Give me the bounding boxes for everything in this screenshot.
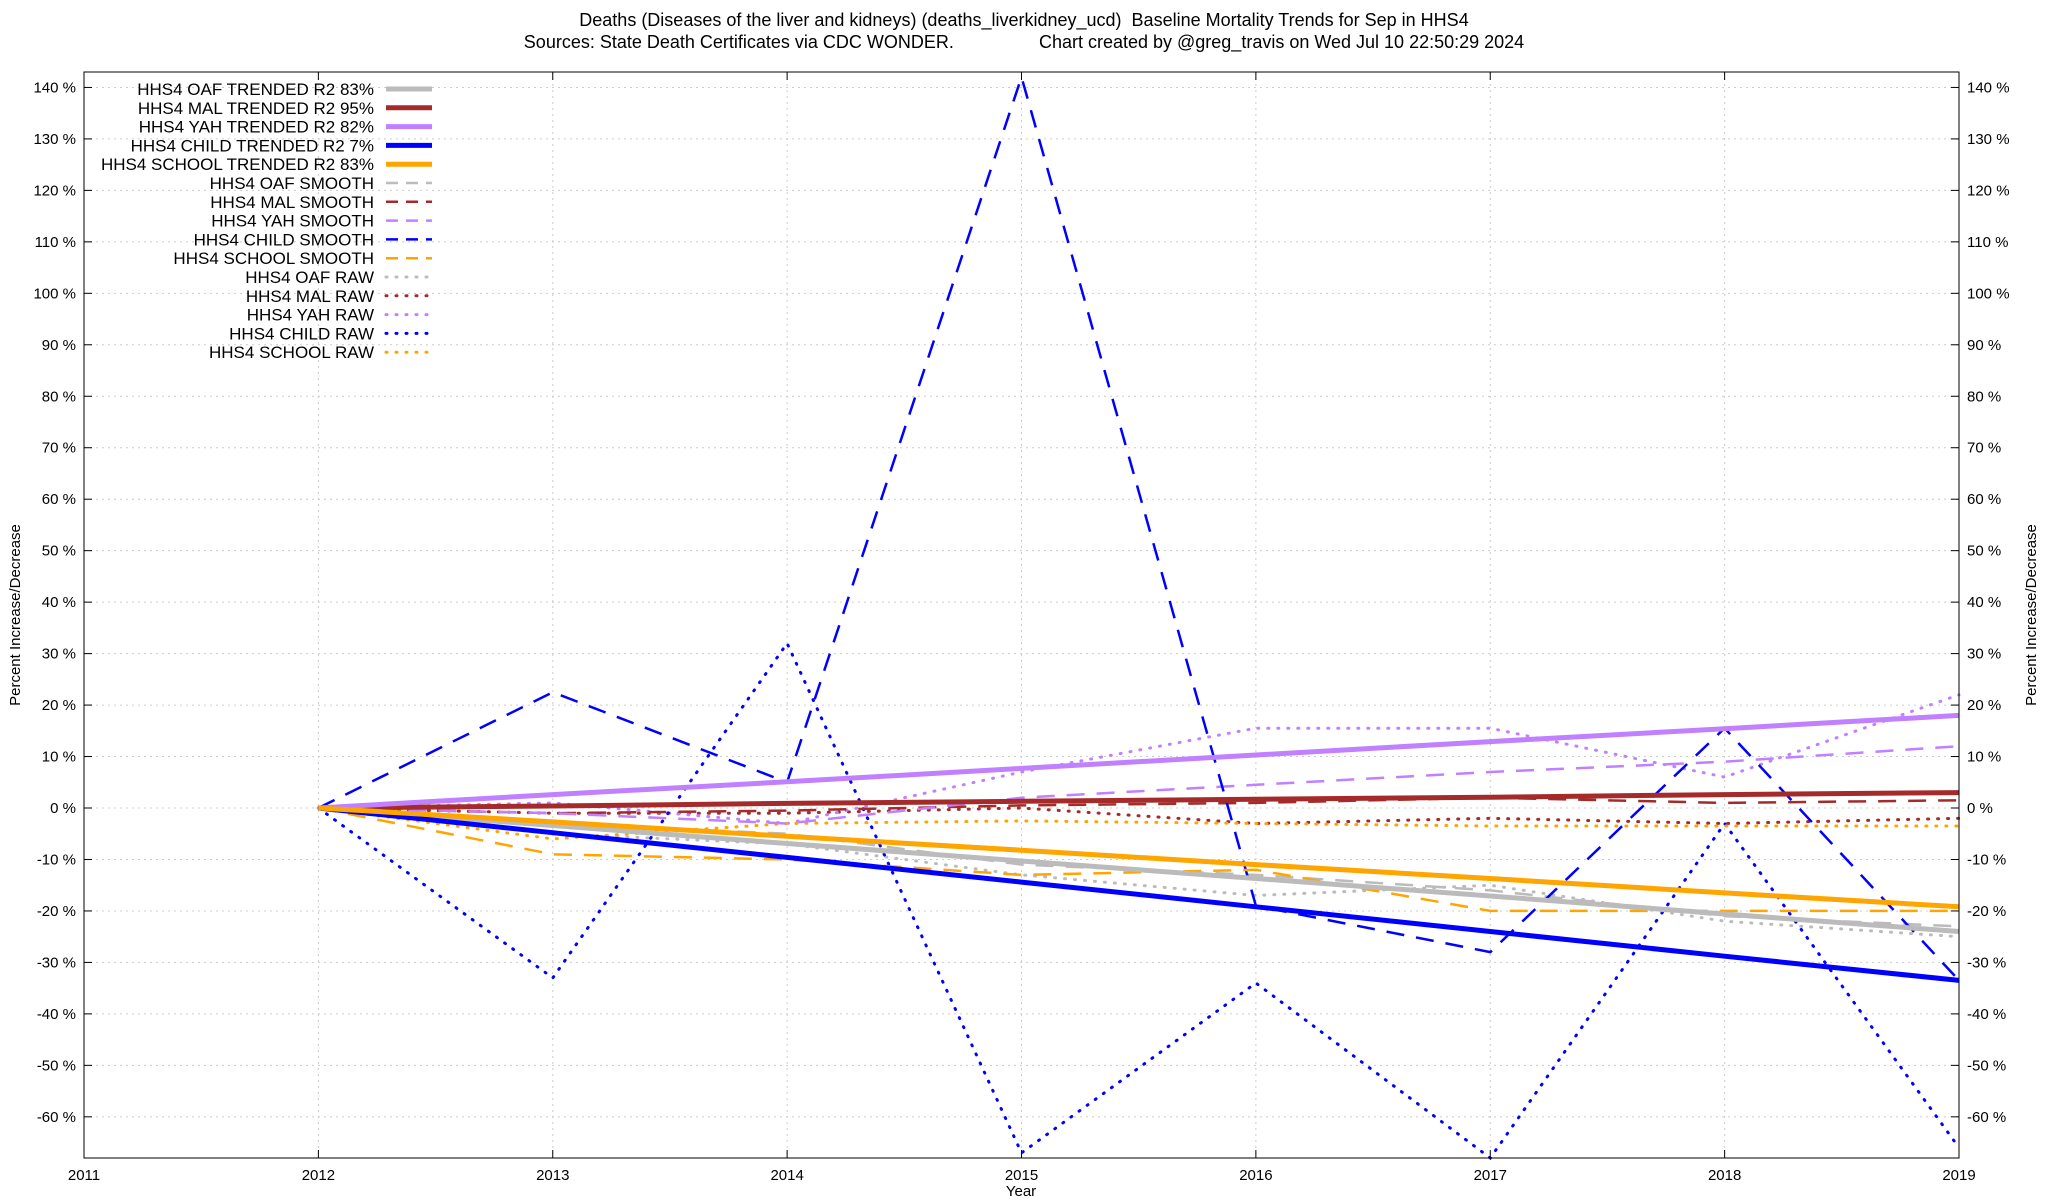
- y-axis-title-left: Percent Increase/Decrease: [7, 524, 24, 706]
- x-tick-label: 2014: [770, 1167, 803, 1184]
- series-line-mal-dashed: [318, 796, 1960, 815]
- series-line-child-dashed: [317, 72, 1960, 982]
- legend-label: HHS4 CHILD SMOOTH: [194, 230, 374, 249]
- legend-label: HHS4 SCHOOL TRENDED R2 83%: [101, 155, 374, 174]
- series-line-mal-dotted: [316, 806, 1961, 826]
- x-tick-label: 2013: [536, 1167, 569, 1184]
- x-tick-label: 2017: [1474, 1167, 1507, 1184]
- legend-label: HHS4 OAF SMOOTH: [210, 174, 374, 193]
- legend-label: HHS4 YAH SMOOTH: [211, 212, 374, 231]
- grid: [83, 72, 1960, 1158]
- y-tick-label-right: 20 %: [1967, 697, 2001, 714]
- x-tick-label: 2018: [1708, 1167, 1741, 1184]
- series-line-school-dotted: [316, 806, 1961, 841]
- chart-title: Deaths (Diseases of the liver and kidney…: [579, 10, 1468, 31]
- y-tick-label-left: 70 %: [42, 440, 76, 457]
- series-line-oaf-solid: [318, 805, 1960, 934]
- y-tick-label-left: -40 %: [37, 1006, 76, 1023]
- series-line-yah-solid: [318, 712, 1960, 811]
- series-line-mal-solid: [318, 790, 1960, 811]
- x-tick-label: 2012: [302, 1167, 335, 1184]
- series-line-yah-dotted: [316, 693, 1961, 826]
- y-tick-label-right: 40 %: [1967, 594, 2001, 611]
- y-tick-label-left: 20 %: [42, 697, 76, 714]
- legend-label: HHS4 MAL SMOOTH: [210, 193, 374, 212]
- axis-ticks: 140 % 140 % 130 % 130 % 120 % 120 % 110 % 110 %…: [33, 72, 2010, 1184]
- series-group: [316, 72, 1961, 1161]
- series-line-child-dotted: [316, 640, 1961, 1161]
- x-axis-title: Year: [1006, 1183, 1036, 1200]
- series-line-school-solid: [318, 805, 1960, 910]
- y-tick-label-right: 120 %: [1967, 182, 2010, 199]
- y-tick-label-left: 30 %: [42, 646, 76, 663]
- y-tick-label-left: -20 %: [37, 903, 76, 920]
- y-tick-label-left: 100 %: [33, 285, 76, 302]
- y-tick-label-left: 50 %: [42, 543, 76, 560]
- y-tick-label-right: 130 %: [1967, 131, 2010, 148]
- y-tick-label-left: -10 %: [37, 851, 76, 868]
- y-tick-label-right: 30 %: [1967, 646, 2001, 663]
- y-tick-label-right: 10 %: [1967, 749, 2001, 766]
- series-line-school-dashed: [318, 806, 1959, 913]
- legend-label: HHS4 CHILD RAW: [229, 324, 374, 343]
- y-tick-label-left: 110 %: [35, 234, 76, 251]
- y-tick-label-right: -50 %: [1967, 1057, 2006, 1074]
- legend-label: HHS4 OAF RAW: [245, 268, 374, 287]
- y-tick-label-left: -30 %: [37, 954, 76, 971]
- chart-subtitle: Sources: State Death Certificates via CD…: [524, 32, 1524, 53]
- y-tick-label-left: 80 %: [42, 388, 76, 405]
- y-tick-label-left: 10 %: [42, 749, 76, 766]
- series-line-yah-dashed: [318, 744, 1960, 825]
- legend: HHS4 OAF TRENDED R2 83%HHS4 MAL TRENDED …: [101, 80, 434, 362]
- y-tick-label-right: 80 %: [1967, 388, 2001, 405]
- y-tick-label-left: 40 %: [42, 594, 76, 611]
- y-tick-label-right: 90 %: [1967, 337, 2001, 354]
- y-tick-label-right: 50 %: [1967, 543, 2001, 560]
- x-tick-label: 2011: [68, 1167, 100, 1184]
- x-tick-label: 2019: [1942, 1167, 1975, 1184]
- y-tick-label-left: 0 %: [50, 800, 76, 817]
- series-line-child-solid: [318, 805, 1960, 983]
- y-tick-label-right: 110 %: [1967, 234, 2008, 251]
- y-tick-label-right: 70 %: [1967, 440, 2001, 457]
- y-tick-label-left: -50 %: [37, 1057, 76, 1074]
- y-tick-label-right: -30 %: [1967, 954, 2006, 971]
- y-tick-label-right: 100 %: [1967, 285, 2010, 302]
- y-tick-label-left: 90 %: [42, 337, 76, 354]
- y-axis-title-right: Percent Increase/Decrease: [2023, 524, 2040, 706]
- y-tick-label-left: 140 %: [33, 79, 76, 96]
- y-tick-label-right: 140 %: [1967, 79, 2010, 96]
- y-tick-label-right: 60 %: [1967, 491, 2001, 508]
- legend-label: HHS4 SCHOOL SMOOTH: [173, 249, 374, 268]
- y-tick-label-left: -60 %: [37, 1109, 76, 1126]
- legend-label: HHS4 YAH RAW: [247, 306, 374, 325]
- legend-label: HHS4 CHILD TRENDED R2 7%: [131, 136, 374, 155]
- y-tick-label-right: -40 %: [1967, 1006, 2006, 1023]
- legend-label: HHS4 YAH TRENDED R2 82%: [139, 118, 374, 137]
- y-tick-label-left: 60 %: [42, 491, 76, 508]
- y-tick-label-left: 120 %: [33, 182, 76, 199]
- legend-label: HHS4 OAF TRENDED R2 83%: [137, 80, 374, 99]
- y-tick-label-right: 0 %: [1967, 800, 1993, 817]
- y-tick-label-right: -10 %: [1967, 851, 2006, 868]
- x-tick-label: 2015: [1005, 1167, 1038, 1184]
- y-tick-label-left: 130 %: [33, 131, 76, 148]
- y-tick-label-right: -20 %: [1967, 903, 2006, 920]
- x-tick-label: 2016: [1239, 1167, 1272, 1184]
- y-tick-label-right: -60 %: [1967, 1109, 2006, 1126]
- legend-label: HHS4 MAL TRENDED R2 95%: [138, 99, 374, 118]
- legend-label: HHS4 MAL RAW: [246, 287, 374, 306]
- legend-label: HHS4 SCHOOL RAW: [209, 343, 374, 362]
